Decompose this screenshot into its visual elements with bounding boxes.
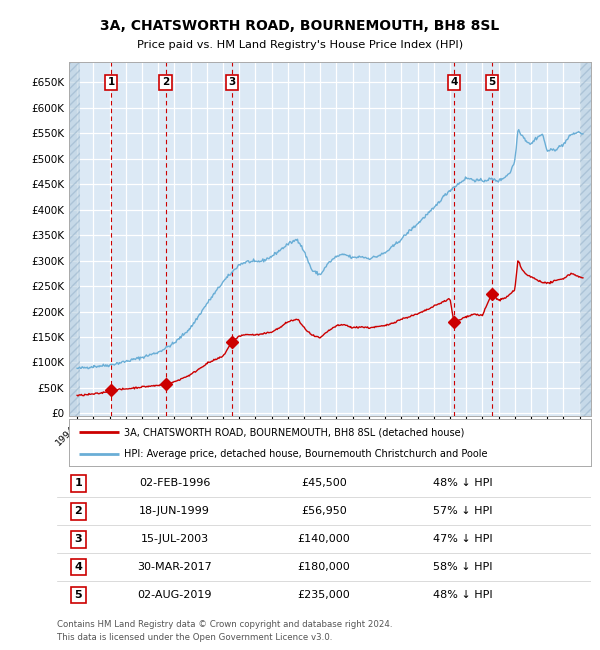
Text: £235,000: £235,000 xyxy=(298,590,350,600)
Text: 58% ↓ HPI: 58% ↓ HPI xyxy=(433,562,493,572)
Text: 15-JUL-2003: 15-JUL-2003 xyxy=(140,534,209,544)
Text: 02-AUG-2019: 02-AUG-2019 xyxy=(137,590,212,600)
Text: 02-FEB-1996: 02-FEB-1996 xyxy=(139,478,210,488)
Text: 2: 2 xyxy=(162,77,169,87)
Text: £56,950: £56,950 xyxy=(301,506,347,516)
Text: 3A, CHATSWORTH ROAD, BOURNEMOUTH, BH8 8SL (detached house): 3A, CHATSWORTH ROAD, BOURNEMOUTH, BH8 8S… xyxy=(124,427,464,437)
Text: Contains HM Land Registry data © Crown copyright and database right 2024.: Contains HM Land Registry data © Crown c… xyxy=(57,619,392,629)
Text: £45,500: £45,500 xyxy=(301,478,347,488)
Text: 1: 1 xyxy=(107,77,115,87)
Text: £140,000: £140,000 xyxy=(298,534,350,544)
Text: 2: 2 xyxy=(74,506,82,516)
Text: 4: 4 xyxy=(450,77,458,87)
Text: 4: 4 xyxy=(74,562,82,572)
Text: 48% ↓ HPI: 48% ↓ HPI xyxy=(433,590,493,600)
Text: 48% ↓ HPI: 48% ↓ HPI xyxy=(433,478,493,488)
Text: 57% ↓ HPI: 57% ↓ HPI xyxy=(433,506,493,516)
Text: 18-JUN-1999: 18-JUN-1999 xyxy=(139,506,210,516)
Text: 3: 3 xyxy=(74,534,82,544)
Text: 47% ↓ HPI: 47% ↓ HPI xyxy=(433,534,493,544)
Text: £180,000: £180,000 xyxy=(298,562,350,572)
Text: This data is licensed under the Open Government Licence v3.0.: This data is licensed under the Open Gov… xyxy=(57,632,332,642)
Text: 3: 3 xyxy=(228,77,235,87)
Text: 5: 5 xyxy=(74,590,82,600)
Bar xyxy=(69,59,80,416)
Bar xyxy=(580,59,591,416)
Text: Price paid vs. HM Land Registry's House Price Index (HPI): Price paid vs. HM Land Registry's House … xyxy=(137,40,463,51)
Text: 1: 1 xyxy=(74,478,82,488)
Text: 5: 5 xyxy=(488,77,496,87)
Text: HPI: Average price, detached house, Bournemouth Christchurch and Poole: HPI: Average price, detached house, Bour… xyxy=(124,449,487,460)
Text: 30-MAR-2017: 30-MAR-2017 xyxy=(137,562,212,572)
Text: 3A, CHATSWORTH ROAD, BOURNEMOUTH, BH8 8SL: 3A, CHATSWORTH ROAD, BOURNEMOUTH, BH8 8S… xyxy=(100,19,500,33)
